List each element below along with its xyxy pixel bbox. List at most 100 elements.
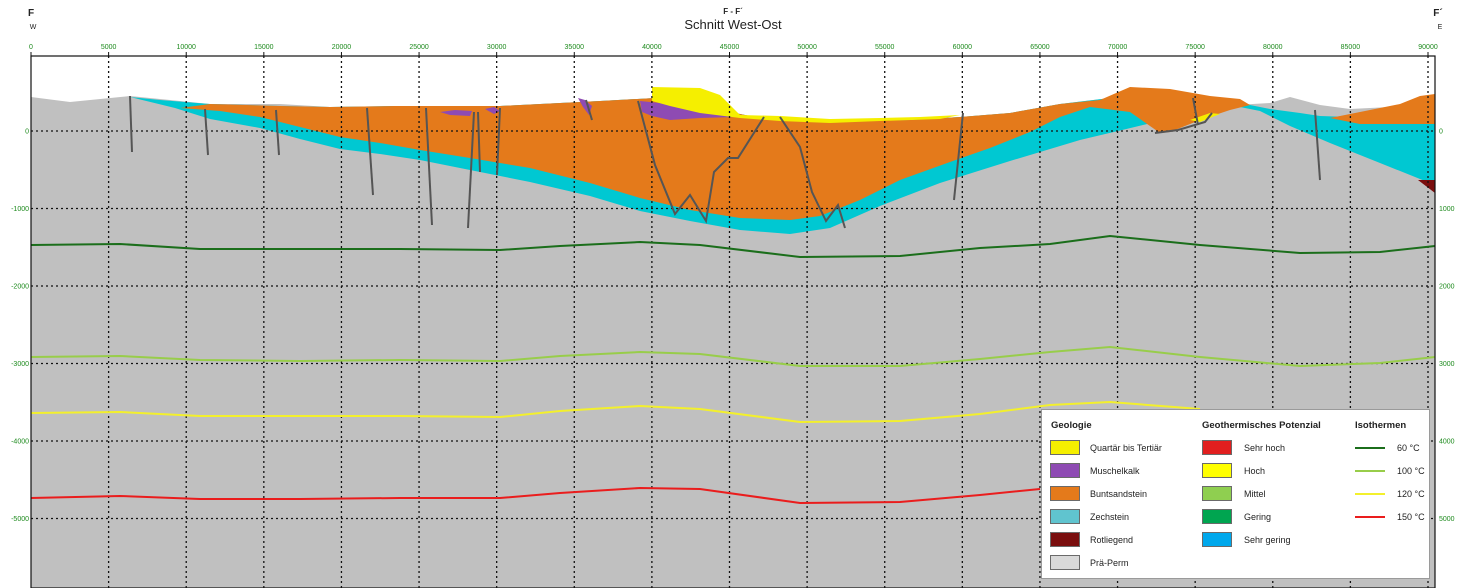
x-tick-label: 80000 bbox=[1263, 44, 1283, 51]
legend-line bbox=[1355, 446, 1385, 449]
x-tick-label: 25000 bbox=[409, 44, 429, 51]
y-tick-label-right: 5000 bbox=[1439, 516, 1455, 523]
y-tick-label-right: 2000 bbox=[1439, 284, 1455, 291]
legend-heading-isothermen: Isothermen bbox=[1355, 420, 1407, 431]
x-tick-label: 70000 bbox=[1108, 44, 1128, 51]
isotherm-150 bbox=[30, 486, 1041, 505]
legend-geologie-item: Buntsandstein bbox=[1050, 485, 1147, 502]
profile-title: Schnitt West-Ost bbox=[684, 17, 782, 32]
legend-label: Sehr hoch bbox=[1244, 442, 1286, 453]
legend-label: Muschelkalk bbox=[1090, 465, 1140, 476]
x-tick-label: 20000 bbox=[332, 44, 352, 51]
profile-end-symbol: F´ bbox=[1433, 8, 1442, 19]
x-tick-label: 30000 bbox=[487, 44, 507, 51]
y-tick-label-left: -1000 bbox=[11, 206, 29, 213]
x-tick-label: 45000 bbox=[720, 44, 740, 51]
legend-label: Prä-Perm bbox=[1090, 557, 1129, 568]
x-tick-label: 85000 bbox=[1341, 44, 1361, 51]
x-tick-label: 50000 bbox=[797, 44, 817, 51]
legend-isotherm-item: 60 °C bbox=[1355, 439, 1420, 456]
x-tick-label: 35000 bbox=[565, 44, 585, 51]
legend-potenzial-item: Gering bbox=[1202, 508, 1271, 525]
legend-geologie-item: Prä-Perm bbox=[1050, 554, 1129, 571]
legend-label: 120 °C bbox=[1397, 488, 1425, 499]
x-tick-label: 90000 bbox=[1418, 44, 1438, 51]
x-tick-label: 15000 bbox=[254, 44, 274, 51]
legend-potenzial-item: Sehr gering bbox=[1202, 531, 1291, 548]
x-axis-ticks: 0 5000 10000 15000 20000 25000 30000 35000 40000… bbox=[29, 44, 1438, 56]
profile-start-symbol: F bbox=[28, 8, 34, 19]
legend-swatch bbox=[1202, 486, 1232, 501]
legend-label: Rotliegend bbox=[1090, 534, 1134, 545]
unit-buntsandstein-east bbox=[1330, 94, 1435, 124]
legend-geologie-item: Rotliegend bbox=[1050, 531, 1133, 548]
legend-swatch bbox=[1050, 509, 1080, 524]
unit-quartaer bbox=[652, 87, 960, 123]
unit-buntsandstein bbox=[180, 87, 1250, 220]
legend: Geologie Geothermisches Potenzial Isothe… bbox=[1041, 409, 1430, 579]
faults bbox=[129, 95, 1321, 229]
x-tick-label: 55000 bbox=[875, 44, 895, 51]
legend-swatch bbox=[1202, 440, 1232, 455]
legend-line bbox=[1355, 469, 1385, 472]
legend-label: 60 °C bbox=[1397, 442, 1420, 453]
y-tick-label-left: -4000 bbox=[11, 439, 29, 446]
legend-label: Buntsandstein bbox=[1090, 488, 1148, 499]
legend-potenzial-item: Hoch bbox=[1202, 462, 1265, 479]
y-axis-ticks: 0 0 -1000 1000 -2000 2000 -3000 3000 -4000 4000 -5… bbox=[11, 129, 1455, 524]
profile-id: F - F´ bbox=[723, 7, 743, 16]
y-tick-label-left: -3000 bbox=[11, 361, 29, 368]
legend-label: Hoch bbox=[1244, 465, 1266, 476]
isotherm-60 bbox=[30, 234, 1436, 259]
legend-geologie-item: Quartär bis Tertiär bbox=[1050, 439, 1162, 456]
legend-heading-potenzial: Geothermisches Potenzial bbox=[1202, 420, 1321, 431]
profile-end-direction: E bbox=[1438, 24, 1443, 31]
legend-swatch bbox=[1050, 532, 1080, 547]
legend-label: Zechstein bbox=[1090, 511, 1130, 522]
y-tick-label-right: 4000 bbox=[1439, 439, 1455, 446]
legend-swatch bbox=[1050, 555, 1080, 570]
y-tick-label-left: 0 bbox=[25, 129, 29, 136]
legend-swatch bbox=[1050, 486, 1080, 501]
x-tick-label: 5000 bbox=[101, 44, 117, 51]
legend-swatch bbox=[1202, 509, 1232, 524]
legend-swatch bbox=[1202, 463, 1232, 478]
legend-swatch bbox=[1050, 463, 1080, 478]
legend-heading-geologie: Geologie bbox=[1051, 420, 1092, 431]
unit-muschelkalk-3 bbox=[440, 110, 472, 116]
legend-label: Sehr gering bbox=[1244, 534, 1291, 545]
plot-frame bbox=[30, 55, 1436, 588]
legend-geologie-item: Muschelkalk bbox=[1050, 462, 1140, 479]
isotherm-120 bbox=[30, 400, 1201, 424]
y-tick-label-left: -2000 bbox=[11, 284, 29, 291]
x-tick-label: 10000 bbox=[176, 44, 196, 51]
x-tick-label: 60000 bbox=[953, 44, 973, 51]
unit-rotliegend bbox=[1418, 180, 1435, 193]
x-tick-label: 75000 bbox=[1185, 44, 1205, 51]
x-tick-label: 40000 bbox=[642, 44, 662, 51]
legend-label: Quartär bis Tertiär bbox=[1090, 442, 1162, 453]
legend-isotherm-item: 100 °C bbox=[1355, 462, 1425, 479]
legend-label: Mittel bbox=[1244, 488, 1266, 499]
legend-swatch bbox=[1202, 532, 1232, 547]
unit-muschelkalk bbox=[640, 101, 735, 120]
x-tick-label: 0 bbox=[29, 44, 33, 51]
legend-isotherm-item: 120 °C bbox=[1355, 485, 1425, 502]
legend-label: 100 °C bbox=[1397, 465, 1425, 476]
legend-swatch bbox=[1050, 440, 1080, 455]
legend-potenzial-item: Sehr hoch bbox=[1202, 439, 1285, 456]
y-tick-label-right: 1000 bbox=[1439, 206, 1455, 213]
profile-start-direction: W bbox=[30, 24, 37, 31]
y-tick-label-right: 0 bbox=[1439, 129, 1443, 136]
legend-label: Gering bbox=[1244, 511, 1272, 522]
y-tick-label-right: 3000 bbox=[1439, 361, 1455, 368]
legend-potenzial-item: Mittel bbox=[1202, 485, 1266, 502]
y-tick-label-left: -5000 bbox=[11, 516, 29, 523]
legend-line bbox=[1355, 492, 1385, 495]
legend-isotherm-item: 150 °C bbox=[1355, 508, 1425, 525]
x-tick-label: 65000 bbox=[1030, 44, 1050, 51]
legend-label: 150 °C bbox=[1397, 511, 1425, 522]
legend-geologie-item: Zechstein bbox=[1050, 508, 1129, 525]
isotherm-100 bbox=[30, 345, 1436, 368]
legend-line bbox=[1355, 515, 1385, 518]
